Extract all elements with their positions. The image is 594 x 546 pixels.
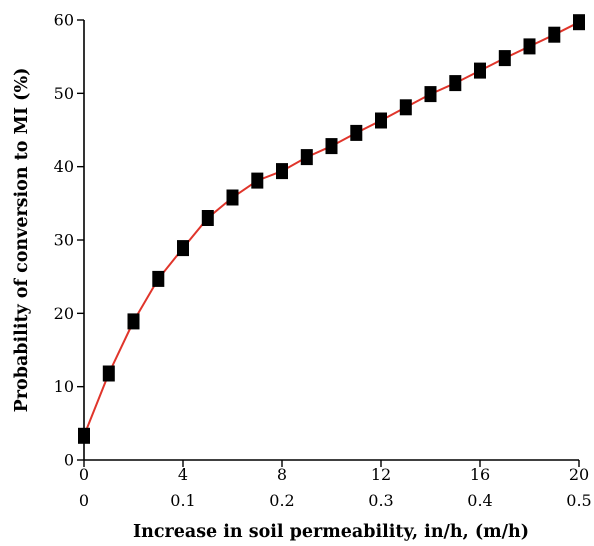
- data-point-17: [498, 50, 511, 67]
- x-tick-label-0: 0: [79, 465, 89, 484]
- x-tick-secondary-label-0.1: 0.1: [170, 491, 195, 510]
- series-line: [83, 21, 580, 437]
- plot-area: [78, 14, 585, 444]
- x-tick-label-4: 4: [178, 465, 188, 484]
- data-point-14: [424, 86, 437, 103]
- data-point-7: [251, 172, 264, 189]
- data-point-19: [548, 26, 561, 43]
- y-tick-label-30: 30: [54, 231, 74, 250]
- data-point-2: [127, 313, 140, 330]
- x-tick-secondary-label-0.3: 0.3: [368, 491, 393, 510]
- data-point-16: [474, 62, 486, 79]
- y-axis-title: Probability of conversion to MI (%): [12, 68, 32, 413]
- x-tick-secondary-label-0.4: 0.4: [467, 491, 492, 510]
- x-axis-title: Increase in soil permeability, in/h, (m/…: [133, 522, 529, 542]
- y-tick-label-0: 0: [64, 451, 74, 470]
- data-point-10: [325, 138, 338, 155]
- data-point-20: [573, 14, 585, 31]
- data-point-9: [300, 149, 313, 166]
- x-tick-label-8: 8: [277, 465, 287, 484]
- data-point-5: [201, 210, 214, 226]
- y-tick-label-50: 50: [54, 84, 74, 103]
- data-point-13: [399, 99, 412, 116]
- data-point-11: [350, 124, 363, 141]
- x-tick-label-20: 20: [569, 465, 589, 484]
- data-point-6: [226, 189, 239, 206]
- x-tick-secondary-label-0.2: 0.2: [269, 491, 294, 510]
- y-tick-label-60: 60: [54, 11, 74, 30]
- y-tick-label-20: 20: [54, 304, 74, 323]
- data-point-1: [102, 365, 115, 382]
- y-tick-label-40: 40: [54, 157, 74, 176]
- data-point-18: [523, 38, 536, 55]
- x-tick-label-12: 12: [371, 465, 391, 484]
- data-point-15: [449, 75, 462, 92]
- data-point-8: [276, 163, 288, 180]
- data-point-0: [78, 427, 90, 444]
- axes: [83, 20, 579, 461]
- x-tick-secondary-label-0: 0: [79, 491, 89, 510]
- x-tick-label-16: 16: [470, 465, 490, 484]
- y-tick-label-10: 10: [54, 377, 74, 396]
- data-point-12: [375, 112, 387, 129]
- x-tick-secondary-label-0.5: 0.5: [566, 491, 591, 510]
- data-point-3: [152, 270, 165, 287]
- data-point-4: [177, 240, 189, 257]
